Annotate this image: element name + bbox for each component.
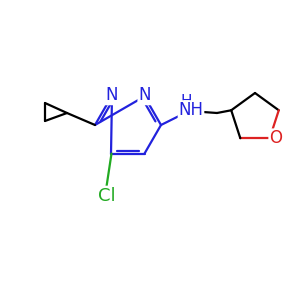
Text: Cl: Cl: [98, 187, 115, 205]
Text: N: N: [138, 86, 151, 104]
Text: N: N: [105, 86, 118, 104]
Text: NH: NH: [178, 101, 203, 119]
Text: O: O: [269, 129, 282, 147]
Text: H: H: [180, 94, 192, 109]
